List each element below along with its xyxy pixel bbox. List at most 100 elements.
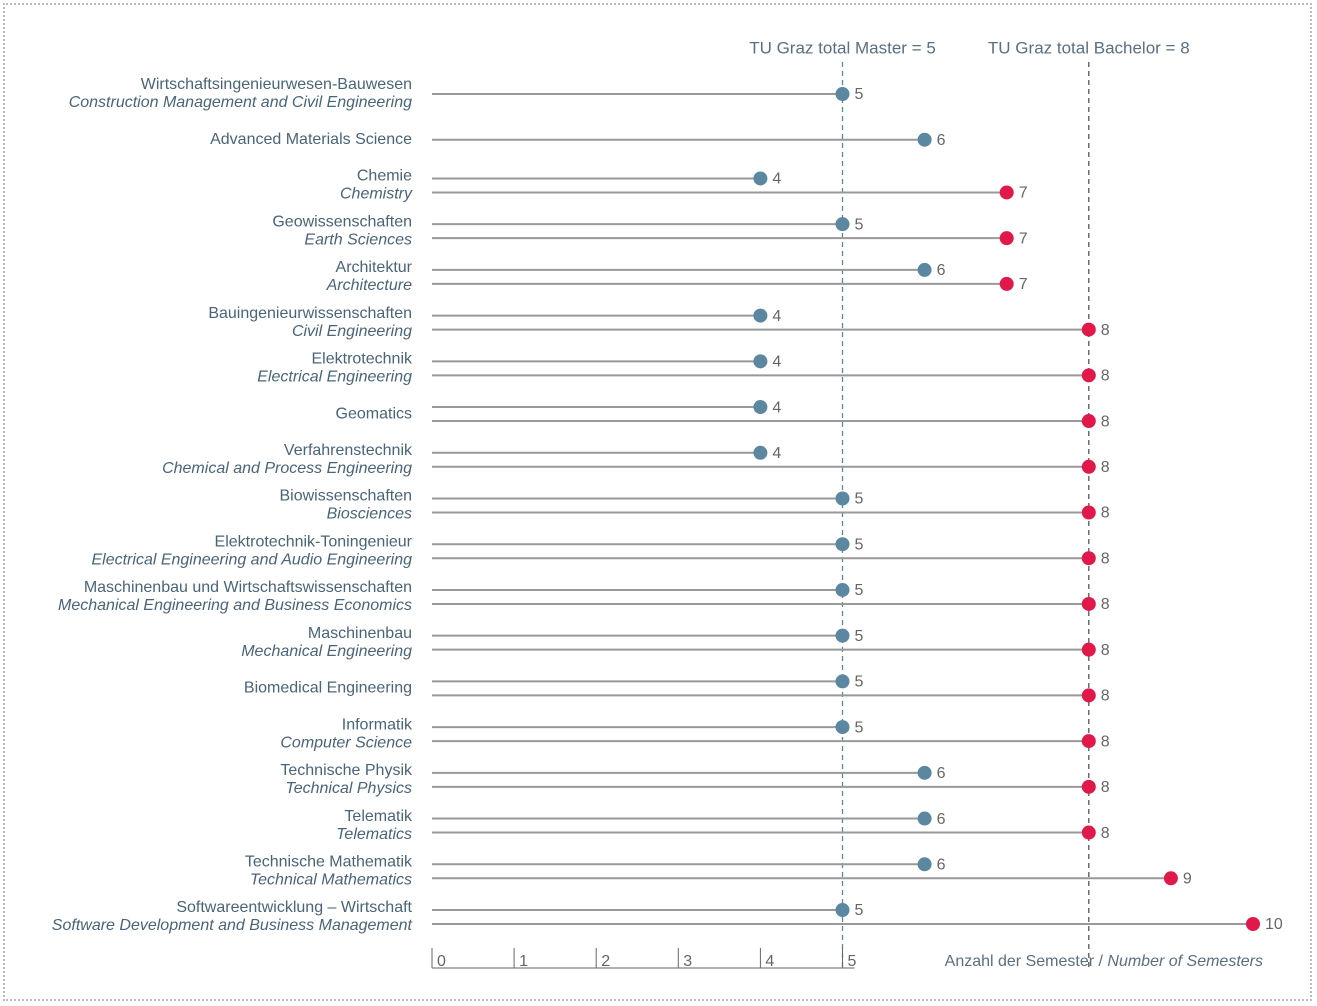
value-label: 8 <box>1101 413 1110 430</box>
dot <box>917 811 932 826</box>
category-subtitle: Construction Management and Civil Engine… <box>69 94 412 111</box>
value-label: 5 <box>855 902 864 919</box>
category-label: Elektrotechnik-Toningenieur <box>215 533 413 550</box>
x-tick-label: 2 <box>601 953 610 970</box>
value-label: 5 <box>855 582 864 599</box>
dot <box>1081 551 1096 566</box>
value-label: 8 <box>1101 368 1110 385</box>
dot <box>1081 825 1096 840</box>
dot <box>1081 322 1096 337</box>
category-subtitle: Technical Mathematics <box>250 871 412 888</box>
dot <box>1081 368 1096 383</box>
dot <box>917 132 932 147</box>
category-label: Bauingenieurwissenschaften <box>208 305 412 322</box>
category-label: Maschinenbau und Wirtschaftswissenschaft… <box>84 579 412 596</box>
value-label: 4 <box>772 308 781 325</box>
value-label: 5 <box>855 628 864 645</box>
value-label: 6 <box>937 132 946 149</box>
value-label: 5 <box>855 86 864 103</box>
category-subtitle: Civil Engineering <box>292 323 412 340</box>
category-label: Wirtschaftsingenieurwesen-Bauwesen <box>141 76 412 93</box>
category-label: Biowissenschaften <box>279 488 412 505</box>
dot <box>835 491 850 506</box>
value-label: 8 <box>1101 596 1110 613</box>
x-tick-label: 5 <box>848 953 857 970</box>
value-label: 8 <box>1101 322 1110 339</box>
category-label: Chemie <box>357 168 412 185</box>
category-label: Architektur <box>336 259 413 276</box>
category-label: Softwareentwicklung – Wirtschaft <box>176 899 412 916</box>
category-label: Informatik <box>342 716 413 733</box>
dot <box>835 628 850 643</box>
x-axis-label: Anzahl der Semester / Number of Semester… <box>945 953 1263 970</box>
category-subtitle: Mechanical Engineering and Business Econ… <box>58 597 412 614</box>
dot <box>917 262 932 277</box>
dot <box>1081 642 1096 657</box>
dot <box>917 857 932 872</box>
category-subtitle: Computer Science <box>280 734 412 751</box>
dot <box>753 171 768 186</box>
dot <box>917 765 932 780</box>
dot <box>1081 734 1096 749</box>
category-subtitle: Architecture <box>326 277 412 294</box>
category-subtitle: Electrical Engineering and Audio Enginee… <box>91 551 412 568</box>
category-subtitle: Biosciences <box>327 506 412 523</box>
value-label: 8 <box>1101 688 1110 705</box>
dot <box>1246 917 1260 931</box>
dot <box>1081 459 1096 474</box>
dot <box>835 87 850 101</box>
value-label: 5 <box>855 536 864 553</box>
value-label: 6 <box>937 765 946 782</box>
category-subtitle: Chemical and Process Engineering <box>162 460 412 477</box>
x-tick-label: 3 <box>683 953 692 970</box>
dot <box>753 354 768 369</box>
value-label: 8 <box>1101 779 1110 796</box>
category-label: Technische Mathematik <box>245 853 413 870</box>
category-label: Telematik <box>344 808 413 825</box>
dot <box>835 720 850 735</box>
dot <box>1081 779 1096 794</box>
value-label: 5 <box>855 674 864 691</box>
dot <box>835 582 850 597</box>
dot <box>835 674 850 689</box>
dot <box>1081 505 1096 520</box>
value-label: 6 <box>937 262 946 279</box>
value-label: 4 <box>772 399 781 416</box>
x-tick-label: 4 <box>765 953 774 970</box>
category-subtitle: Electrical Engineering <box>257 369 412 386</box>
category-subtitle: Software Development and Business Manage… <box>52 917 413 934</box>
category-label: Verfahrenstechnik <box>284 442 413 459</box>
category-subtitle: Technical Physics <box>285 780 412 797</box>
dot <box>753 400 768 415</box>
value-label: 5 <box>855 719 864 736</box>
category-label: Geomatics <box>336 405 412 422</box>
value-label: 8 <box>1101 459 1110 476</box>
category-subtitle: Telematics <box>336 826 412 843</box>
dot <box>999 276 1014 291</box>
x-axis-label-italic: Number of Semesters <box>1107 953 1263 970</box>
value-label: 8 <box>1101 825 1110 842</box>
dot <box>835 903 850 917</box>
reference-label: TU Graz total Bachelor = 8 <box>988 38 1190 57</box>
category-label: Maschinenbau <box>308 625 412 642</box>
value-label: 7 <box>1019 230 1028 247</box>
value-label: 6 <box>937 811 946 828</box>
dot <box>835 217 850 232</box>
dot <box>753 308 768 323</box>
category-subtitle: Mechanical Engineering <box>241 643 412 660</box>
value-label: 7 <box>1019 276 1028 293</box>
value-label: 10 <box>1265 916 1283 933</box>
dot <box>1163 871 1178 886</box>
value-label: 4 <box>772 171 781 188</box>
dot <box>1081 688 1096 703</box>
value-label: 8 <box>1101 733 1110 750</box>
category-label: Elektrotechnik <box>312 351 413 368</box>
value-label: 8 <box>1101 642 1110 659</box>
category-label: Advanced Materials Science <box>210 131 412 148</box>
reference-label: TU Graz total Master = 5 <box>749 38 936 57</box>
value-label: 6 <box>937 856 946 873</box>
dot <box>999 231 1014 246</box>
x-tick-label: 1 <box>519 953 528 970</box>
